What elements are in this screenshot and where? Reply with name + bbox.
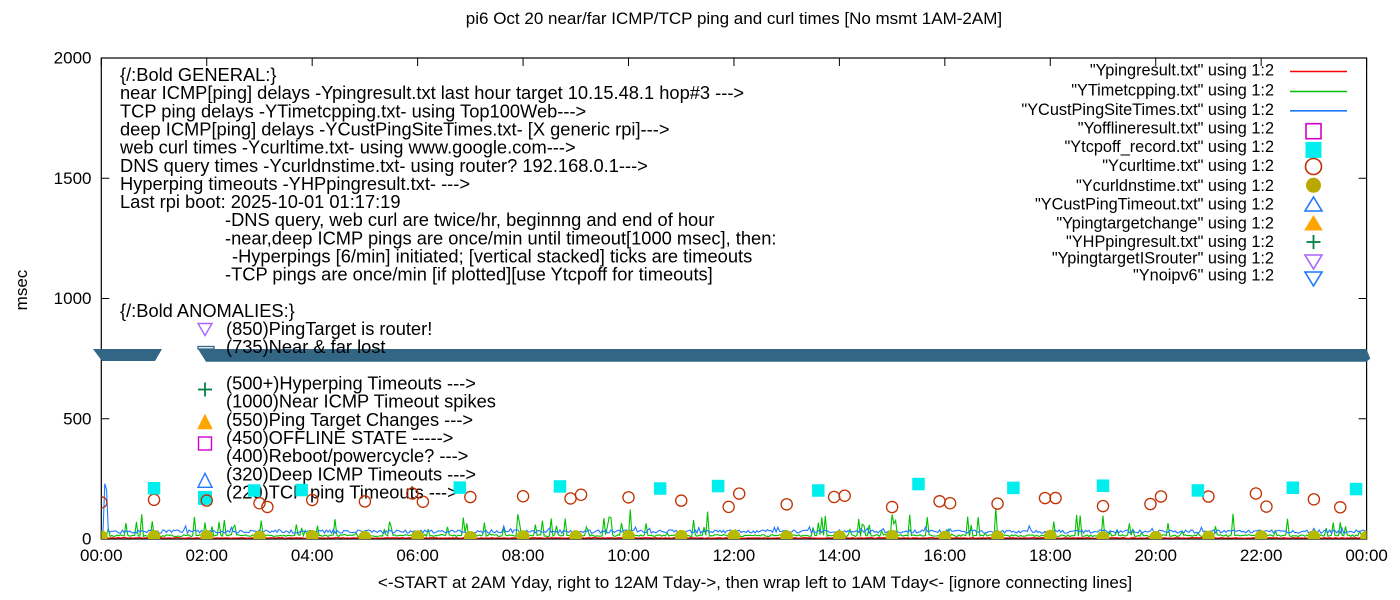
svg-text:500: 500 xyxy=(63,409,91,428)
svg-text:06:00: 06:00 xyxy=(396,546,439,565)
svg-text:"YpingtargetISrouter" using 1:: "YpingtargetISrouter" using 1:2 xyxy=(1052,250,1274,268)
svg-text:<-START at 2AM Yday, right to: <-START at 2AM Yday, right to 12AM Tday-… xyxy=(378,573,1132,592)
svg-text:"YTimetcpping.txt" using 1:2: "YTimetcpping.txt" using 1:2 xyxy=(1071,82,1274,100)
svg-text:02:00: 02:00 xyxy=(185,546,228,565)
svg-text:00:00: 00:00 xyxy=(80,546,123,565)
svg-text:"Ycurltime.txt" using 1:2: "Ycurltime.txt" using 1:2 xyxy=(1102,157,1274,175)
svg-text:10:00: 10:00 xyxy=(607,546,650,565)
svg-text:22:00: 22:00 xyxy=(1240,546,1283,565)
svg-text:18:00: 18:00 xyxy=(1029,546,1072,565)
svg-text:12:00: 12:00 xyxy=(713,546,756,565)
svg-text:pi6 Oct 20 near/far ICMP/TCP: pi6 Oct 20 near/far ICMP/TCP ping and cu… xyxy=(466,9,1002,28)
svg-text:"YHPpingresult.txt" using 1:2: "YHPpingresult.txt" using 1:2 xyxy=(1066,233,1274,251)
svg-text:1500: 1500 xyxy=(54,169,92,188)
svg-text:(735)Near & far lost: (735)Near & far lost xyxy=(226,336,386,357)
svg-text:-TCP pings are once/min [if pl: -TCP pings are once/min [if plotted][use… xyxy=(225,264,713,285)
svg-text:"Ynoipv6" using 1:2: "Ynoipv6" using 1:2 xyxy=(1133,267,1274,285)
svg-text:"Ycurldnstime.txt" using 1:2: "Ycurldnstime.txt" using 1:2 xyxy=(1076,177,1274,195)
svg-text:"Ypingtargetchange" using 1:2: "Ypingtargetchange" using 1:2 xyxy=(1056,214,1274,232)
svg-text:"Yofflineresult.txt" using 1:2: "Yofflineresult.txt" using 1:2 xyxy=(1078,120,1274,138)
svg-text:2000: 2000 xyxy=(54,49,92,68)
svg-text:(220)TCP ping Timeouts --->: (220)TCP ping Timeouts ---> xyxy=(226,481,458,502)
svg-text:20:00: 20:00 xyxy=(1134,546,1177,565)
svg-text:"Ytcpoff_record.txt" using 1:2: "Ytcpoff_record.txt" using 1:2 xyxy=(1065,138,1274,156)
svg-text:16:00: 16:00 xyxy=(924,546,967,565)
svg-text:"YCustPingTimeout.txt" using 1: "YCustPingTimeout.txt" using 1:2 xyxy=(1035,196,1274,214)
svg-text:"YCustPingSiteTimes.txt" using: "YCustPingSiteTimes.txt" using 1:2 xyxy=(1021,101,1274,119)
svg-text:"Ypingresult.txt" using 1:2: "Ypingresult.txt" using 1:2 xyxy=(1090,62,1274,80)
svg-text:00:00: 00:00 xyxy=(1345,546,1388,565)
svg-text:08:00: 08:00 xyxy=(502,546,545,565)
svg-text:1000: 1000 xyxy=(54,289,92,308)
svg-text:14:00: 14:00 xyxy=(818,546,861,565)
svg-text:04:00: 04:00 xyxy=(291,546,334,565)
